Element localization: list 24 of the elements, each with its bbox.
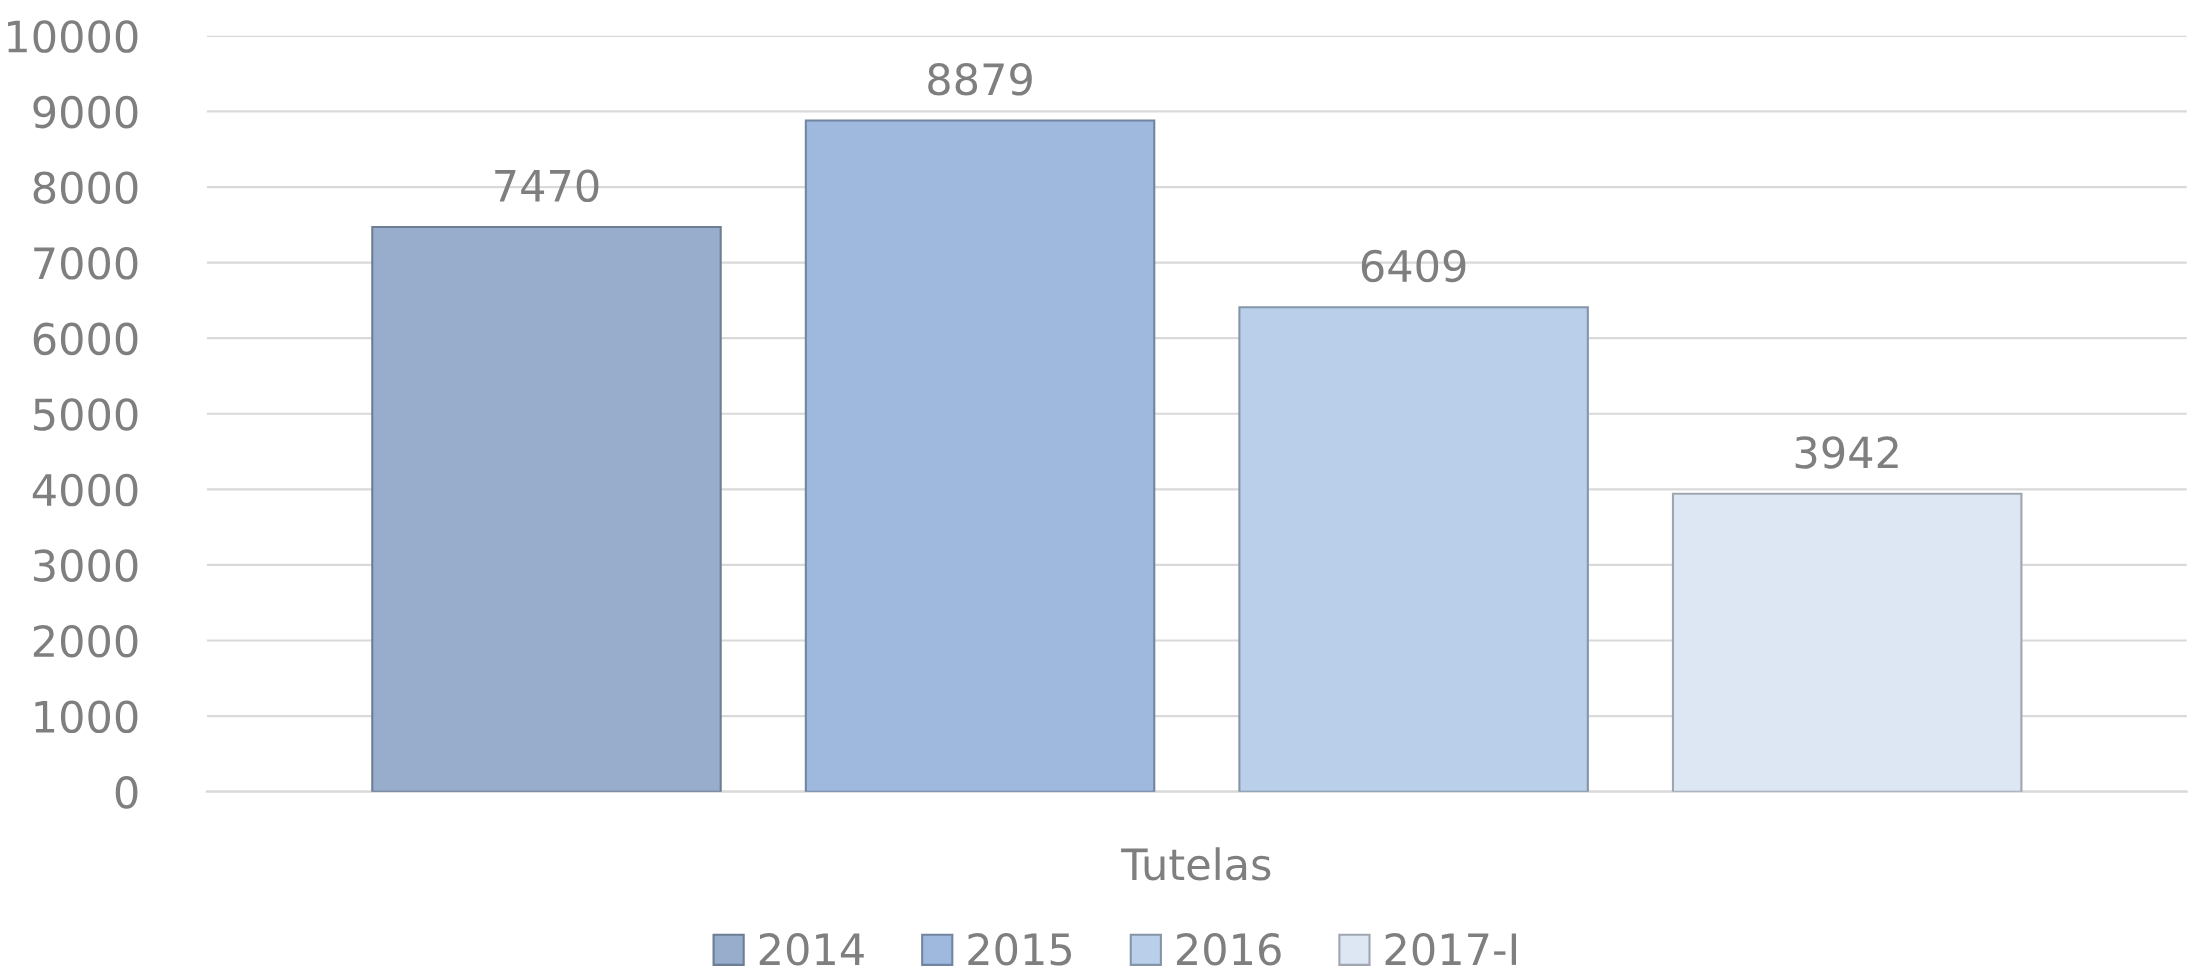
y-tick-label: 9000 [33, 95, 138, 129]
data-label: 6409 [1361, 249, 1466, 283]
x-tick-label: Tutelas [1121, 847, 1271, 881]
bar [371, 226, 722, 792]
legend-label: 2016 [1176, 932, 1281, 966]
y-tick-label: 1000 [35, 700, 138, 734]
y-tick-label: 10000 [8, 20, 138, 53]
legend-label: 2014 [759, 932, 864, 966]
y-tick-label: 2000 [33, 624, 138, 658]
y-tick-label: 0 [115, 776, 138, 809]
data-label: 3942 [1795, 436, 1898, 469]
bar [1671, 492, 2023, 792]
legend-label: 2017-I [1385, 932, 1517, 966]
y-tick-label: 7000 [34, 247, 138, 280]
bar [804, 119, 1156, 792]
y-tick-label: 6000 [33, 322, 138, 356]
y-tick-label: 3000 [33, 549, 138, 582]
data-label: 7470 [495, 169, 599, 203]
y-tick-label: 8000 [33, 171, 138, 204]
legend-label: 2015 [968, 932, 1072, 966]
data-label: 8879 [928, 63, 1032, 96]
y-tick-label: 5000 [34, 398, 138, 431]
bar [1238, 306, 1589, 792]
y-tick-label: 4000 [32, 473, 138, 507]
